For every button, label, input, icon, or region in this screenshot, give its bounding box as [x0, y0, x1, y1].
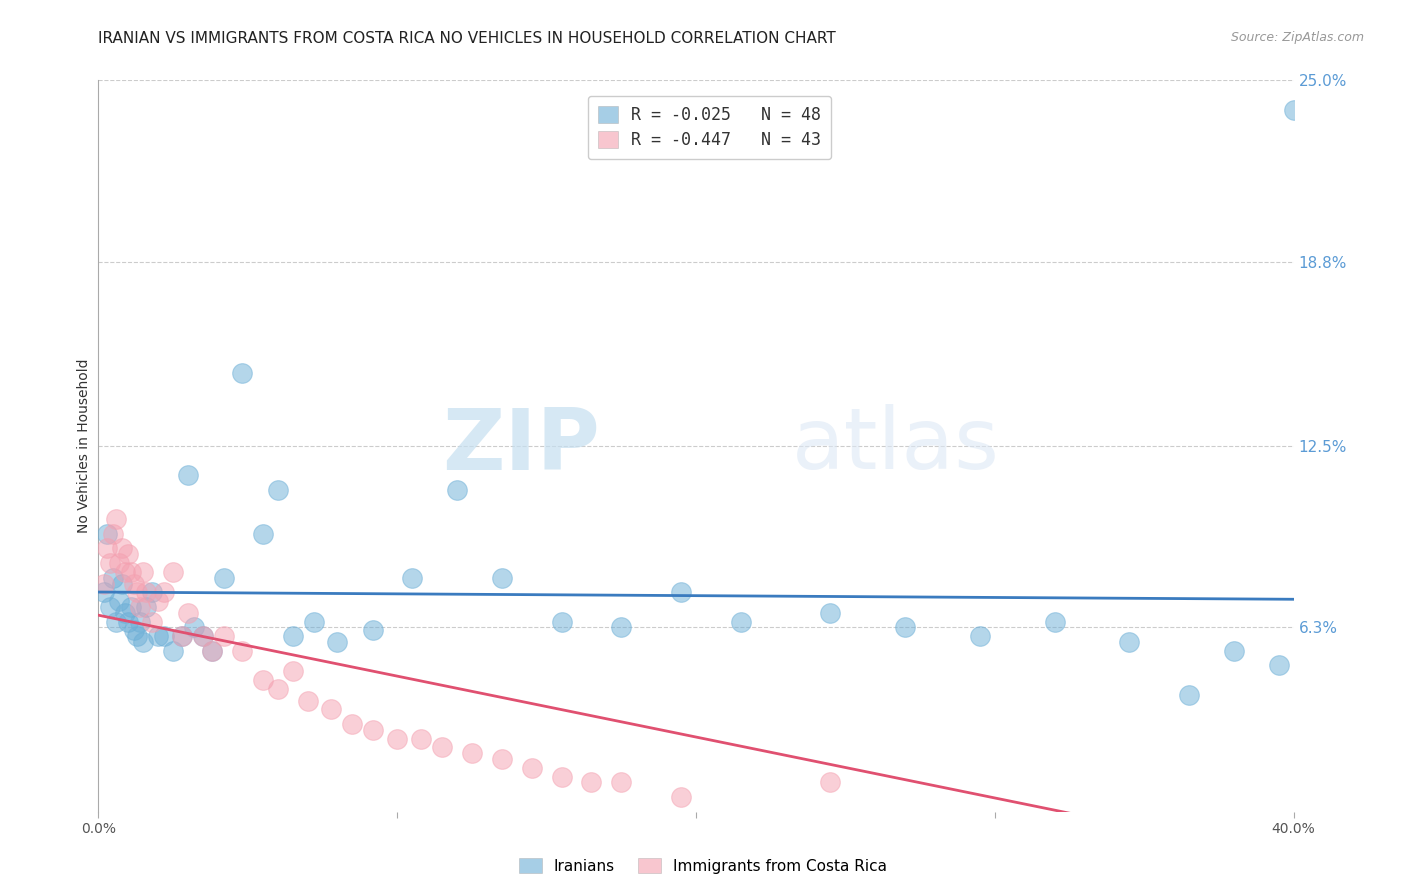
Legend: Iranians, Immigrants from Costa Rica: Iranians, Immigrants from Costa Rica — [513, 852, 893, 880]
Point — [401, 571, 423, 585]
Point — [1223, 644, 1246, 658]
Point — [201, 644, 224, 658]
Point — [172, 629, 194, 643]
Point — [669, 585, 692, 599]
Point — [120, 599, 142, 614]
Point — [153, 629, 176, 643]
Point — [267, 681, 290, 696]
Legend: R = -0.025   N = 48, R = -0.447   N = 43: R = -0.025 N = 48, R = -0.447 N = 43 — [588, 96, 831, 159]
Point — [1118, 635, 1140, 649]
Point — [820, 606, 842, 620]
Point — [127, 629, 149, 643]
Point — [114, 606, 136, 620]
Point — [491, 752, 513, 766]
Point — [520, 761, 543, 775]
Point — [129, 615, 152, 629]
Point — [231, 366, 253, 380]
Point — [252, 526, 274, 541]
Point — [411, 731, 433, 746]
Point — [103, 526, 125, 541]
Point — [1282, 103, 1305, 117]
Point — [127, 585, 149, 599]
Point — [231, 644, 253, 658]
Point — [581, 775, 603, 789]
Point — [162, 565, 184, 579]
Point — [148, 629, 170, 643]
Point — [172, 629, 194, 643]
Point — [111, 576, 134, 591]
Point — [430, 740, 453, 755]
Point — [124, 624, 146, 638]
Point — [108, 556, 131, 570]
Point — [135, 599, 157, 614]
Point — [96, 526, 118, 541]
Point — [730, 615, 752, 629]
Point — [100, 599, 122, 614]
Point — [1267, 658, 1289, 673]
Point — [610, 620, 633, 634]
Text: Source: ZipAtlas.com: Source: ZipAtlas.com — [1230, 31, 1364, 45]
Point — [252, 673, 274, 687]
Point — [93, 576, 115, 591]
Point — [491, 571, 513, 585]
Point — [124, 576, 146, 591]
Point — [117, 547, 139, 561]
Point — [111, 541, 134, 556]
Point — [96, 541, 118, 556]
Point — [550, 770, 572, 784]
Point — [385, 731, 409, 746]
Point — [342, 717, 364, 731]
Point — [321, 702, 343, 716]
Point — [177, 606, 200, 620]
Point — [191, 629, 214, 643]
Point — [363, 723, 385, 737]
Point — [267, 483, 290, 497]
Point — [148, 594, 170, 608]
Point — [162, 644, 184, 658]
Point — [669, 790, 692, 805]
Point — [108, 594, 131, 608]
Point — [212, 629, 235, 643]
Point — [820, 775, 842, 789]
Point — [281, 665, 304, 679]
Point — [141, 615, 163, 629]
Point — [93, 585, 115, 599]
Point — [183, 620, 205, 634]
Point — [120, 565, 142, 579]
Point — [610, 775, 633, 789]
Point — [446, 483, 468, 497]
Point — [201, 644, 224, 658]
Point — [132, 565, 155, 579]
Point — [969, 629, 991, 643]
Point — [281, 629, 304, 643]
Point — [135, 585, 157, 599]
Point — [153, 585, 176, 599]
Point — [1178, 688, 1201, 702]
Point — [191, 629, 214, 643]
Point — [141, 585, 163, 599]
Point — [103, 571, 125, 585]
Point — [363, 624, 385, 638]
Text: atlas: atlas — [792, 404, 1000, 488]
Point — [129, 599, 152, 614]
Point — [326, 635, 349, 649]
Point — [132, 635, 155, 649]
Point — [114, 565, 136, 579]
Point — [1043, 615, 1066, 629]
Text: IRANIAN VS IMMIGRANTS FROM COSTA RICA NO VEHICLES IN HOUSEHOLD CORRELATION CHART: IRANIAN VS IMMIGRANTS FROM COSTA RICA NO… — [98, 31, 837, 46]
Point — [212, 571, 235, 585]
Point — [117, 615, 139, 629]
Point — [461, 746, 484, 760]
Point — [297, 693, 319, 707]
Point — [105, 512, 128, 526]
Point — [100, 556, 122, 570]
Text: ZIP: ZIP — [443, 404, 600, 488]
Point — [177, 468, 200, 483]
Point — [550, 615, 572, 629]
Point — [894, 620, 917, 634]
Point — [302, 615, 325, 629]
Point — [105, 615, 128, 629]
Y-axis label: No Vehicles in Household: No Vehicles in Household — [77, 359, 91, 533]
